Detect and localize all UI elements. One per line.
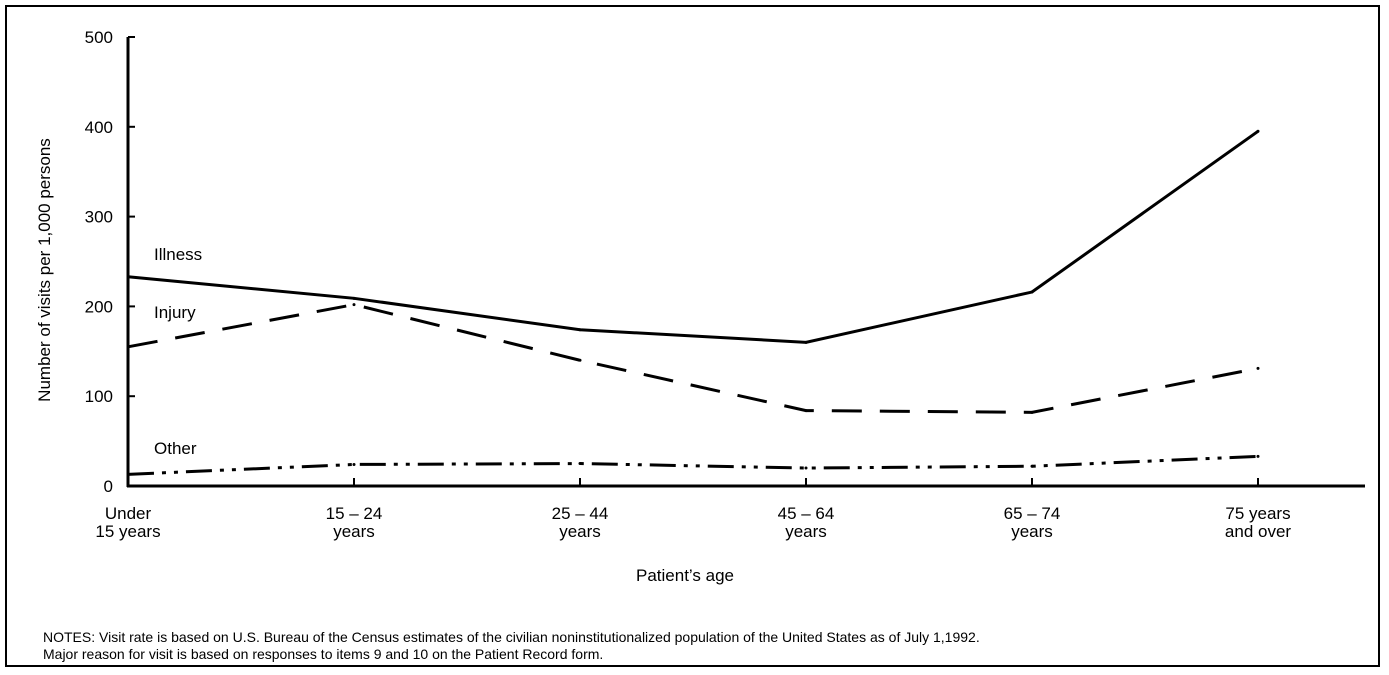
series-labels: Illness Injury Other <box>154 245 202 458</box>
x-axis-ticks: Under 15 years 15 – 24 years 25 – 44 years 45 … <box>95 478 1291 541</box>
data-point-illness <box>804 340 808 344</box>
data-point-other <box>1030 464 1034 468</box>
data-point-injury <box>1030 410 1034 414</box>
data-point-injury <box>126 345 130 349</box>
line-chart: 0 100 200 300 400 500 Under 15 years 15 – 24 yea… <box>35 28 1365 585</box>
x-tick-label: 45 – 64 years <box>778 504 835 541</box>
data-point-other <box>352 462 356 466</box>
data-point-injury <box>578 358 582 362</box>
data-point-illness <box>126 275 130 279</box>
x-tick-label: 65 – 74 years <box>1004 504 1061 541</box>
x-tick-label: 25 – 44 years <box>552 504 609 541</box>
notes-line-2: Major reason for visit is based on respo… <box>43 646 604 662</box>
y-tick-label: 300 <box>85 208 113 227</box>
y-tick-label: 400 <box>85 118 113 137</box>
data-point-injury <box>804 409 808 413</box>
data-point-other <box>1256 454 1260 458</box>
series-label-other: Other <box>154 439 197 458</box>
series-line-injury <box>127 303 1259 414</box>
y-axis-label: Number of visits per 1,000 persons <box>35 138 54 402</box>
series-line-other <box>127 454 1259 476</box>
x-axis-label: Patient’s age <box>636 566 734 585</box>
data-point-injury <box>352 303 356 307</box>
x-tick-label: 15 – 24 years <box>326 504 383 541</box>
x-tick-label: 75 years and over <box>1225 504 1291 541</box>
y-tick-label: 0 <box>104 477 113 496</box>
axes <box>126 37 1365 488</box>
data-point-other <box>578 462 582 466</box>
x-tick-label: Under 15 years <box>95 504 160 541</box>
data-point-illness <box>578 328 582 332</box>
data-point-illness <box>352 296 356 300</box>
y-tick-label: 100 <box>85 387 113 406</box>
notes-line-1: NOTES: Visit rate is based on U.S. Burea… <box>43 629 980 645</box>
data-point-other <box>804 466 808 470</box>
y-tick-label: 500 <box>85 28 113 47</box>
data-point-other <box>126 472 130 476</box>
series-line-illness <box>127 130 1259 344</box>
y-axis-ticks: 0 100 200 300 400 500 <box>85 28 135 496</box>
series-label-injury: Injury <box>154 303 196 322</box>
series-label-illness: Illness <box>154 245 202 264</box>
notes: NOTES: Visit rate is based on U.S. Burea… <box>43 629 980 663</box>
data-point-injury <box>1256 366 1260 370</box>
data-point-illness <box>1256 129 1260 133</box>
series-lines <box>126 129 1260 476</box>
y-tick-label: 200 <box>85 297 113 316</box>
data-point-illness <box>1030 290 1034 294</box>
figure-frame: 0 100 200 300 400 500 Under 15 years 15 – 24 yea… <box>5 5 1380 667</box>
